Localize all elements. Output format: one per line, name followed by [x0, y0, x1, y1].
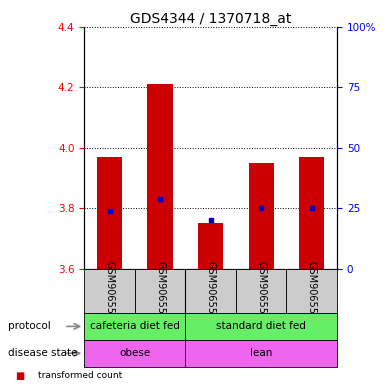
Bar — [249, 163, 274, 269]
Text: GSM906555: GSM906555 — [105, 261, 115, 321]
Bar — [198, 223, 223, 269]
Bar — [135, 269, 185, 313]
Text: disease state: disease state — [8, 348, 77, 358]
Bar — [236, 269, 286, 313]
Title: GDS4344 / 1370718_at: GDS4344 / 1370718_at — [130, 12, 291, 26]
Bar — [84, 269, 135, 313]
Text: GSM906558: GSM906558 — [256, 262, 266, 320]
Bar — [185, 313, 337, 340]
Bar — [84, 313, 185, 340]
Bar — [84, 340, 185, 367]
Bar — [286, 269, 337, 313]
Text: standard diet fed: standard diet fed — [216, 321, 306, 331]
Text: GSM906556: GSM906556 — [155, 262, 165, 320]
Text: GSM906557: GSM906557 — [206, 261, 216, 321]
Text: cafeteria diet fed: cafeteria diet fed — [90, 321, 180, 331]
Text: transformed count: transformed count — [38, 371, 123, 379]
Bar — [147, 84, 173, 269]
Text: lean: lean — [250, 348, 272, 358]
Text: ■: ■ — [15, 371, 25, 381]
Bar — [185, 269, 236, 313]
Bar — [185, 340, 337, 367]
Bar — [97, 157, 122, 269]
Text: protocol: protocol — [8, 321, 51, 331]
Bar — [299, 157, 324, 269]
Text: GSM906559: GSM906559 — [307, 262, 317, 320]
Text: obese: obese — [119, 348, 151, 358]
